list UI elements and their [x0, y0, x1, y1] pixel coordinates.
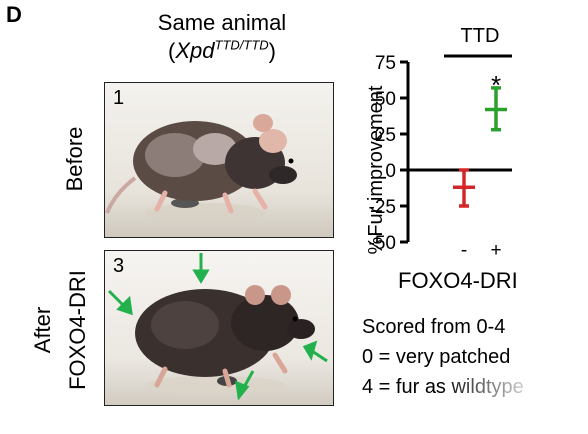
after-treatment-label: FOXO4-DRI: [65, 270, 90, 390]
panel-letter: D: [6, 2, 22, 27]
chart-title: TTD: [461, 25, 500, 47]
after-label: After: [30, 306, 55, 354]
y-tick-label: 75: [375, 53, 396, 74]
y-tick-label: 50: [375, 89, 396, 110]
x-axis: - +: [408, 168, 512, 261]
before-photo: 1: [104, 82, 334, 238]
caption-line-1: Scored from 0-4: [362, 316, 506, 338]
fur-improvement-chart: TTD %Fur improvement 75 50 25 0 -25 -50 - + * …: [352, 20, 588, 270]
y-tick-label: 0: [385, 161, 396, 182]
x-tick-label: -: [461, 240, 467, 261]
x-tick-label: +: [490, 240, 501, 261]
y-axis-label: %Fur improvement: [365, 85, 387, 254]
y-axis: 75 50 25 0 -25 -50: [369, 53, 410, 254]
photo-number-before: 1: [113, 87, 125, 109]
header-title: Same animal: [157, 10, 287, 35]
y-tick-label: -50: [369, 233, 396, 254]
fade-overlay: [440, 372, 588, 408]
y-tick-label: 25: [375, 125, 396, 146]
caption-line-2: 0 = very patched: [362, 346, 511, 368]
mouse-after-illustration: [105, 251, 333, 405]
significance-star: *: [491, 70, 501, 100]
before-label: Before: [62, 126, 87, 192]
green-arrow-icons: [107, 253, 328, 401]
header-genotype: (XpdTTD/TTD): [168, 38, 276, 64]
y-tick-label: -25: [369, 197, 396, 218]
after-photo: 3: [104, 250, 334, 406]
photo-number-after: 3: [113, 255, 125, 277]
mouse-before-illustration: [105, 83, 333, 237]
data-marks: *: [453, 70, 507, 208]
x-axis-title: FOXO4-DRI: [398, 268, 518, 293]
